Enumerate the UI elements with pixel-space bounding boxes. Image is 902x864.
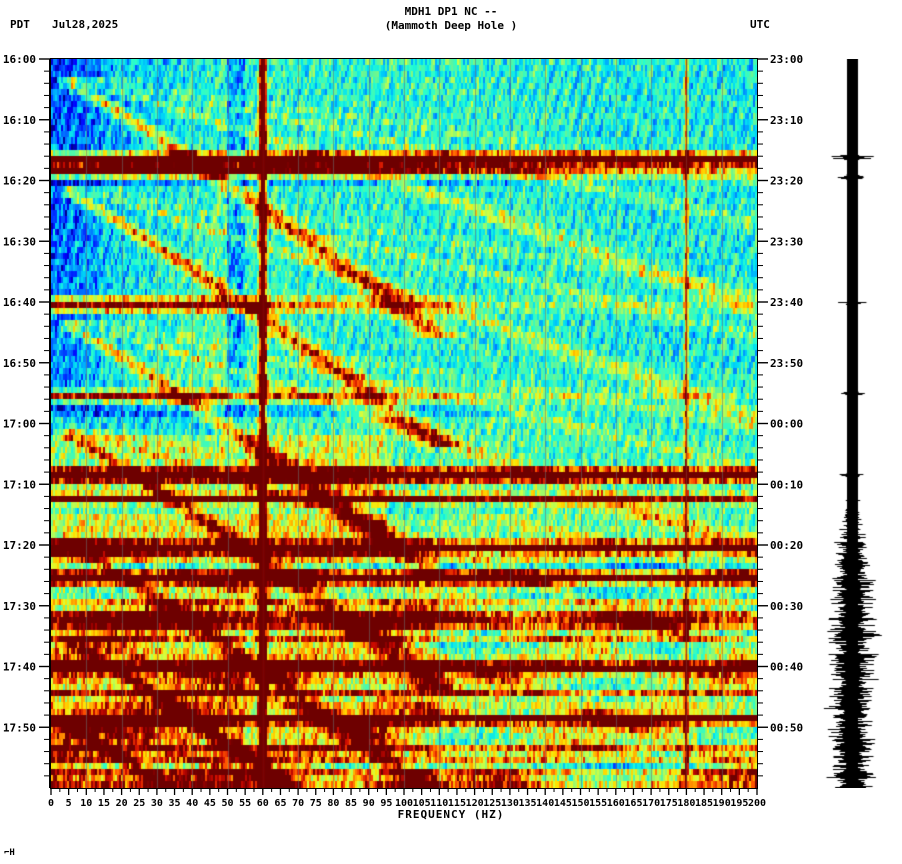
time-tick-label: 00:00 (770, 418, 803, 431)
station-code-title: MDH1 DP1 NC -- (404, 5, 498, 18)
header-bar: PDT Jul28,2025 MDH1 DP1 NC -- (Mammoth D… (0, 0, 902, 52)
time-tick-label: 17:40 (3, 661, 36, 674)
seismogram-canvas (806, 59, 898, 788)
time-tick-label: 23:00 (770, 53, 803, 66)
time-tick-label: 16:50 (3, 357, 36, 370)
station-name-title: (Mammoth Deep Hole ) (384, 19, 518, 32)
time-tick-label: 00:30 (770, 600, 803, 613)
seismogram-trace-panel (806, 59, 898, 788)
timezone-label-right: UTC (750, 18, 770, 31)
time-tick-label: 17:30 (3, 600, 36, 613)
time-tick-label: 17:00 (3, 418, 36, 431)
time-tick-label: 17:10 (3, 478, 36, 491)
time-tick-label: 23:50 (770, 357, 803, 370)
date-label: Jul28,2025 (52, 18, 119, 31)
frequency-axis-title: FREQUENCY (HZ) (397, 808, 505, 821)
time-tick-label: 00:40 (770, 661, 803, 674)
time-tick-label: 16:00 (3, 53, 36, 66)
time-tick-label: 17:50 (3, 721, 36, 734)
time-tick-label: 00:20 (770, 539, 803, 552)
time-tick-label: 16:40 (3, 296, 36, 309)
corner-mark: ⌐H (4, 848, 15, 858)
spectrogram-plot[interactable] (51, 59, 757, 788)
time-tick-label: 17:20 (3, 539, 36, 552)
time-tick-label: 16:30 (3, 235, 36, 248)
time-tick-label: 00:50 (770, 721, 803, 734)
time-tick-label: 23:30 (770, 235, 803, 248)
time-tick-label: 16:20 (3, 175, 36, 188)
time-axis-pdt: 16:00 16:10 16:20 16:30 16:40 16:50 17:00 17:10… (3, 53, 50, 788)
time-tick-label: 16:10 (3, 114, 36, 127)
time-tick-label: 23:20 (770, 175, 803, 188)
time-tick-label: 23:10 (770, 114, 803, 127)
time-tick-label: 23:40 (770, 296, 803, 309)
spectrogram-canvas[interactable] (51, 59, 757, 788)
timezone-label-left: PDT (10, 18, 30, 31)
time-tick-label: 00:10 (770, 478, 803, 491)
